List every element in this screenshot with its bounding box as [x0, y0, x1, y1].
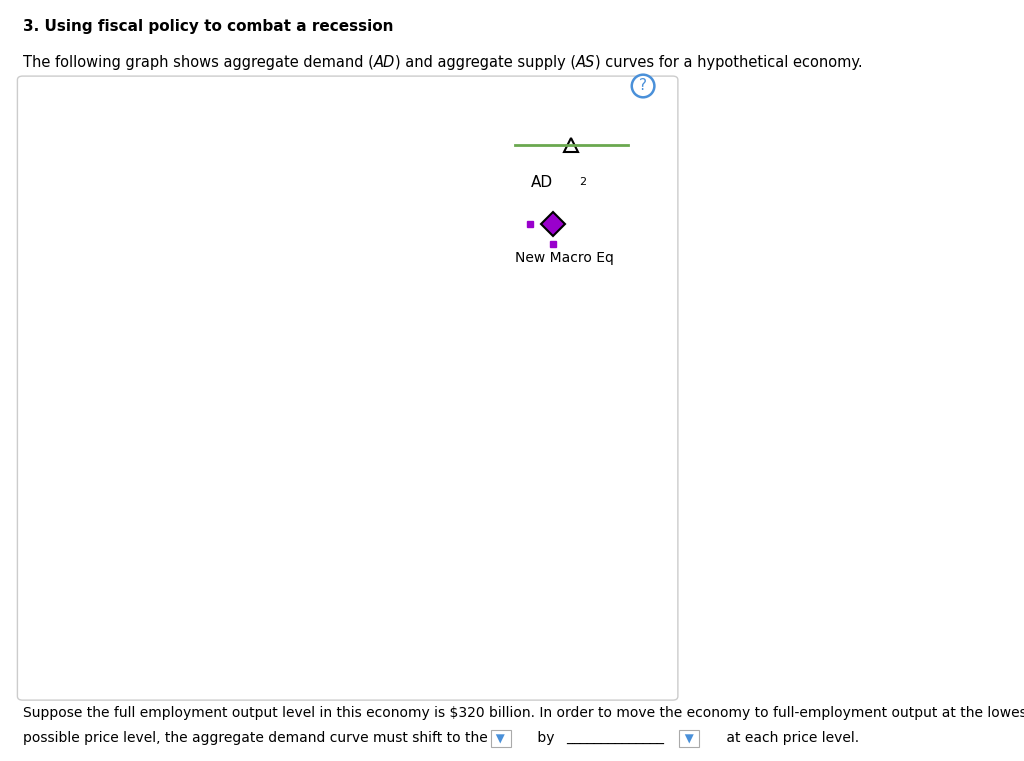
Text: ______________: ______________	[566, 731, 665, 744]
Text: by: by	[534, 731, 559, 744]
Text: AD: AD	[374, 55, 394, 70]
Text: ) and aggregate supply (: ) and aggregate supply (	[394, 55, 575, 70]
Text: New Macro Eq: New Macro Eq	[515, 251, 614, 265]
Y-axis label: PRICE LEVEL (CPI): PRICE LEVEL (CPI)	[32, 344, 44, 463]
Text: 3. Using fiscal policy to combat a recession: 3. Using fiscal policy to combat a reces…	[23, 19, 393, 34]
Text: AS: AS	[575, 55, 595, 70]
Text: ▼: ▼	[681, 732, 697, 745]
Text: Suppose the full employment output level in this economy is $320 billion. In ord: Suppose the full employment output level…	[23, 706, 1024, 720]
Text: possible price level, the aggregate demand curve must shift to the: possible price level, the aggregate dema…	[23, 731, 487, 744]
Text: 1: 1	[461, 650, 467, 660]
X-axis label: REAL GDP (Billions of dollars): REAL GDP (Billions of dollars)	[210, 679, 404, 692]
Text: ) curves for a hypothetical economy.: ) curves for a hypothetical economy.	[595, 55, 862, 70]
Text: AD: AD	[530, 175, 553, 190]
Text: The following graph shows aggregate demand (: The following graph shows aggregate dema…	[23, 55, 374, 70]
Text: at each price level.: at each price level.	[722, 731, 859, 744]
Text: AD: AD	[441, 629, 460, 642]
Text: ?: ?	[639, 78, 647, 94]
Text: ▼: ▼	[493, 732, 509, 745]
Text: 2: 2	[580, 177, 587, 187]
Text: AS: AS	[294, 240, 310, 253]
